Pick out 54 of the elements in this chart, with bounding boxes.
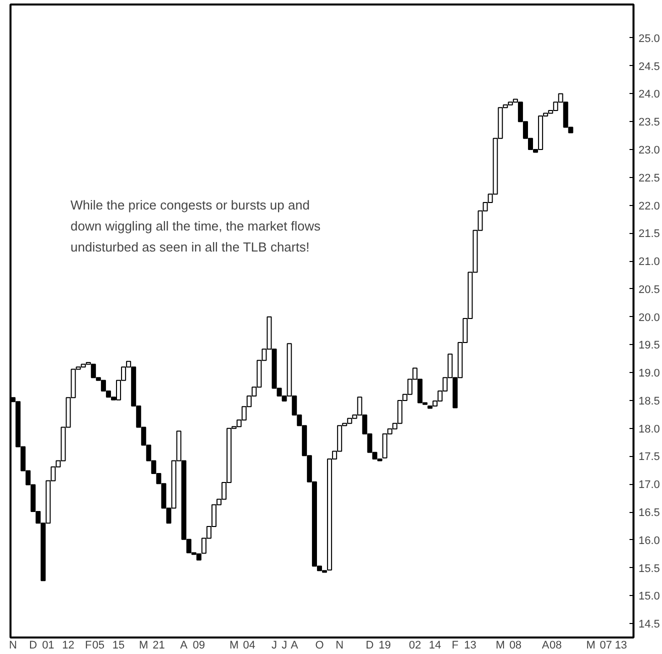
x-tick-label: O bbox=[315, 640, 324, 652]
x-tick-label: 12 bbox=[62, 640, 74, 652]
y-tick-label: 22.5 bbox=[638, 172, 660, 184]
y-tick-label: 24.0 bbox=[638, 88, 660, 101]
x-tick-label: M bbox=[496, 640, 505, 652]
y-tick-label: 23.5 bbox=[638, 116, 660, 129]
x-tick-label: F bbox=[85, 640, 92, 652]
x-tick-label: 13 bbox=[614, 640, 628, 652]
x-tick-label: 19 bbox=[378, 640, 391, 652]
x-tick-label: A bbox=[180, 640, 188, 652]
x-tick-label: M bbox=[229, 640, 239, 652]
x-tick-label: 02 bbox=[408, 640, 422, 652]
y-tick-label: 20.5 bbox=[638, 284, 660, 296]
y-tick-label: 21.5 bbox=[638, 228, 660, 240]
x-tick-label: 07 bbox=[600, 640, 612, 652]
x-tick-label: F bbox=[452, 640, 459, 652]
y-tick-label: 23.0 bbox=[638, 144, 660, 157]
x-tick-label: M bbox=[139, 640, 148, 652]
y-tick-label: 19.0 bbox=[638, 368, 660, 380]
x-tick-label: 04 bbox=[243, 640, 256, 652]
x-tick-label: 08 bbox=[509, 640, 522, 652]
x-tick-label: J bbox=[282, 640, 288, 652]
x-tick-label: 15 bbox=[112, 640, 125, 652]
y-tick-label: 15.5 bbox=[638, 562, 660, 575]
x-tick-label: N bbox=[336, 640, 344, 652]
y-tick-label: 18.0 bbox=[638, 423, 660, 436]
y-tick-label: 15.0 bbox=[638, 590, 660, 603]
x-tick-label: 01 bbox=[42, 640, 54, 652]
x-tick-label: D bbox=[29, 640, 38, 652]
x-tick-label: D bbox=[366, 640, 374, 652]
y-tick-label: 16.5 bbox=[638, 507, 660, 520]
y-tick-label: 17.5 bbox=[638, 451, 660, 464]
y-tick-label: 21.0 bbox=[638, 256, 660, 268]
y-tick-label: 22.0 bbox=[638, 200, 660, 212]
y-tick-label: 16.0 bbox=[638, 534, 660, 547]
x-tick-label: M bbox=[586, 640, 596, 652]
x-tick-label: N bbox=[9, 640, 18, 652]
x-tick-label: J bbox=[272, 640, 278, 652]
x-tick-label: 05 bbox=[92, 640, 105, 652]
x-tick-label: A bbox=[542, 640, 550, 652]
x-tick-label: 13 bbox=[464, 640, 476, 652]
y-tick-label: 19.5 bbox=[638, 340, 660, 352]
y-tick-label: 25.0 bbox=[638, 32, 660, 45]
x-tick-label: A bbox=[290, 640, 299, 652]
y-tick-label: 18.5 bbox=[638, 395, 660, 408]
y-tick-label: 17.0 bbox=[638, 479, 660, 492]
x-tick-label: 14 bbox=[428, 640, 442, 652]
y-tick-label: 24.5 bbox=[638, 60, 660, 73]
x-tick-label: 09 bbox=[192, 640, 206, 652]
annotation: While the price congests or bursts up and down wiggling all the time, the market flows undisturbed as seen in all the TLB charts! bbox=[70, 198, 321, 254]
y-tick-label: 20.0 bbox=[638, 312, 660, 324]
x-tick-label: 21 bbox=[152, 640, 165, 652]
y-tick-label: 14.5 bbox=[638, 618, 660, 631]
x-tick-label: 08 bbox=[550, 640, 562, 652]
